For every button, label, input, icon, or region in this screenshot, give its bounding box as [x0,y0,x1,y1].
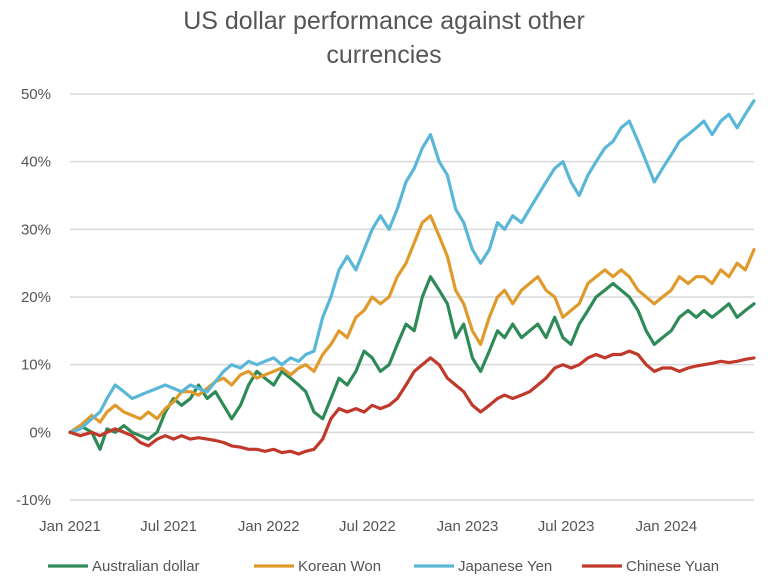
x-tick-label: Jan 2022 [238,518,300,535]
y-tick-label: 50% [21,86,51,103]
chart-title-line-1: US dollar performance against other [183,7,585,35]
legend-label: Japanese Yen [458,558,552,575]
y-tick-label: 30% [21,221,51,238]
y-tick-label: 20% [21,289,51,306]
series-line [68,275,756,451]
series-line [68,349,756,456]
x-tick-label: Jan 2023 [437,518,499,535]
x-tick-label: Jan 2024 [635,518,697,535]
x-tick-label: Jul 2023 [538,518,595,535]
y-tick-label: 0% [29,424,51,441]
x-tick-label: Jul 2022 [339,518,396,535]
legend-label: Australian dollar [92,558,200,575]
series-line [68,99,756,434]
series-line [68,214,756,434]
y-tick-label: 40% [21,154,51,171]
chart-title-line-2: currencies [326,41,442,69]
chart-title: US dollar performance against other curr… [0,4,768,72]
y-tick-label: -10% [16,492,51,509]
x-tick-label: Jul 2021 [140,518,197,535]
legend-label: Chinese Yuan [626,558,719,575]
x-tick-label: Jan 2021 [39,518,101,535]
legend-label: Korean Won [298,558,381,575]
y-tick-label: 10% [21,357,51,374]
